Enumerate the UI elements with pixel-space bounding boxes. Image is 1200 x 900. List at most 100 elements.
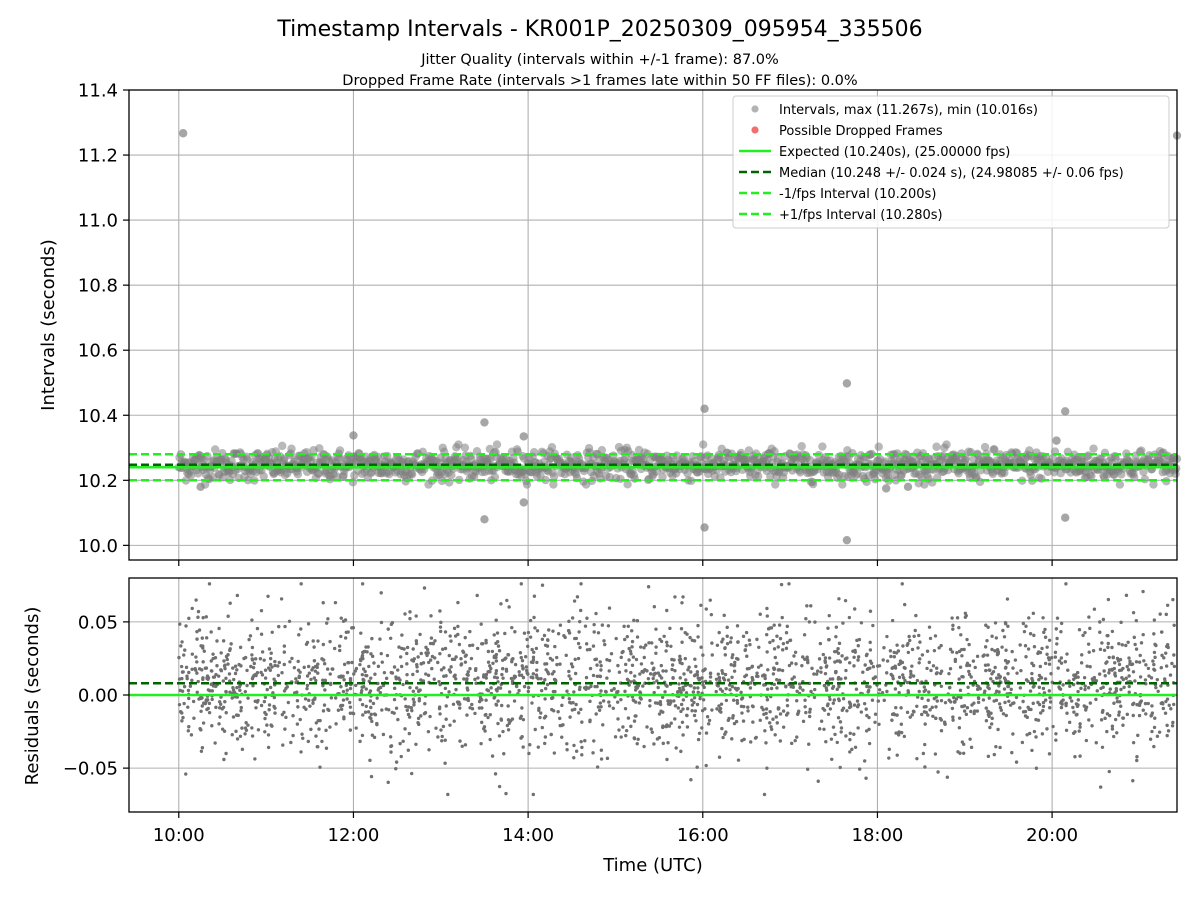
residual-point bbox=[856, 644, 860, 648]
residual-point bbox=[678, 654, 682, 659]
residual-point bbox=[1059, 621, 1064, 626]
residual-point bbox=[495, 640, 500, 644]
residual-point bbox=[623, 706, 628, 711]
residual-point bbox=[672, 699, 676, 703]
residual-point bbox=[209, 659, 213, 663]
residual-point bbox=[311, 639, 315, 643]
residual-point bbox=[1102, 648, 1107, 652]
residual-point bbox=[908, 638, 912, 643]
residual-point bbox=[324, 728, 328, 733]
residual-point bbox=[496, 721, 500, 726]
residual-point bbox=[676, 706, 681, 710]
residual-point bbox=[510, 660, 514, 664]
residual-point bbox=[717, 679, 722, 683]
residual-point bbox=[417, 696, 422, 701]
residual-point bbox=[1042, 630, 1046, 635]
residual-point bbox=[314, 721, 319, 725]
residual-point bbox=[993, 649, 997, 653]
residual-point bbox=[690, 709, 694, 713]
residual-point bbox=[810, 666, 814, 671]
residual-point bbox=[457, 642, 462, 647]
residual-point bbox=[889, 654, 893, 659]
residual-point bbox=[665, 608, 669, 613]
residual-point bbox=[1058, 687, 1063, 691]
residual-point bbox=[724, 686, 728, 691]
residual-point bbox=[866, 688, 871, 693]
residual-point bbox=[707, 718, 712, 723]
bottom-x-tick-label: 20:00 bbox=[1026, 825, 1078, 846]
residual-point bbox=[177, 655, 181, 660]
residual-point bbox=[754, 735, 758, 740]
residual-point bbox=[592, 622, 596, 627]
residual-point bbox=[733, 660, 737, 665]
residual-point bbox=[468, 643, 472, 648]
residual-point bbox=[306, 664, 311, 669]
residual-point bbox=[617, 728, 621, 732]
residual-point bbox=[1082, 675, 1087, 680]
residual-point bbox=[574, 749, 579, 753]
residual-point bbox=[1092, 675, 1097, 680]
residual-point bbox=[513, 662, 518, 667]
residual-point bbox=[535, 668, 539, 672]
residual-point bbox=[273, 663, 277, 668]
residual-point bbox=[248, 634, 253, 638]
interval-point bbox=[278, 441, 287, 451]
residual-point bbox=[202, 701, 206, 705]
residual-point bbox=[456, 624, 460, 629]
residual-point bbox=[881, 658, 885, 662]
residual-point bbox=[939, 684, 944, 688]
residual-point bbox=[918, 640, 922, 644]
residual-point bbox=[558, 623, 563, 627]
residual-point bbox=[877, 688, 882, 692]
residual-point bbox=[539, 711, 543, 715]
residual-point bbox=[684, 678, 688, 682]
residual-point bbox=[526, 689, 531, 694]
residual-point bbox=[641, 684, 645, 688]
residual-point bbox=[642, 646, 646, 650]
residual-point bbox=[1047, 752, 1052, 756]
residual-point bbox=[864, 776, 868, 780]
residual-point bbox=[284, 686, 288, 691]
residual-point bbox=[876, 699, 881, 703]
residual-point bbox=[574, 702, 578, 707]
residual-point bbox=[218, 706, 222, 710]
residual-point bbox=[955, 616, 960, 620]
residual-point bbox=[621, 725, 625, 729]
residual-point bbox=[480, 720, 484, 725]
residual-point bbox=[463, 660, 468, 664]
residual-point bbox=[1166, 729, 1171, 733]
residual-point bbox=[894, 731, 898, 735]
interval-point bbox=[1139, 467, 1148, 477]
residual-point bbox=[631, 655, 636, 659]
residual-point bbox=[951, 715, 955, 719]
residual-point bbox=[468, 706, 472, 710]
residual-point bbox=[442, 666, 446, 670]
residual-point bbox=[1152, 662, 1156, 667]
residual-point bbox=[259, 608, 264, 613]
residual-point bbox=[560, 735, 564, 739]
residual-point bbox=[864, 653, 869, 658]
residual-point bbox=[764, 741, 768, 745]
residual-point bbox=[679, 749, 683, 754]
residual-point bbox=[701, 653, 705, 657]
residual-point bbox=[1165, 723, 1169, 728]
residual-point bbox=[1006, 684, 1010, 689]
residual-point bbox=[530, 647, 534, 652]
residual-point bbox=[222, 757, 226, 762]
residual-point bbox=[296, 659, 300, 664]
residual-point bbox=[1166, 645, 1170, 650]
residual-point bbox=[1094, 741, 1098, 745]
residual-point bbox=[182, 701, 186, 706]
residual-point bbox=[1078, 722, 1082, 726]
residual-point bbox=[186, 729, 191, 733]
residual-point bbox=[579, 707, 583, 712]
residual-point bbox=[372, 735, 377, 740]
residual-point bbox=[632, 618, 636, 623]
residual-point bbox=[499, 718, 504, 722]
residual-point bbox=[233, 671, 238, 676]
residual-point bbox=[231, 666, 235, 670]
residual-point bbox=[438, 712, 442, 716]
residual-point bbox=[829, 737, 834, 741]
residual-point bbox=[744, 630, 749, 635]
